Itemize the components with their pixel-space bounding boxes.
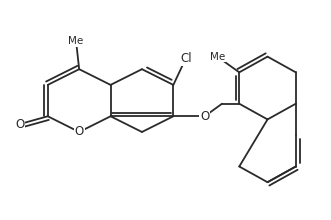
Text: Cl: Cl bbox=[180, 52, 192, 65]
Text: O: O bbox=[74, 125, 84, 138]
Text: O: O bbox=[15, 118, 24, 131]
Text: Me: Me bbox=[69, 36, 84, 46]
Text: O: O bbox=[200, 110, 210, 123]
Text: Me: Me bbox=[210, 52, 225, 62]
